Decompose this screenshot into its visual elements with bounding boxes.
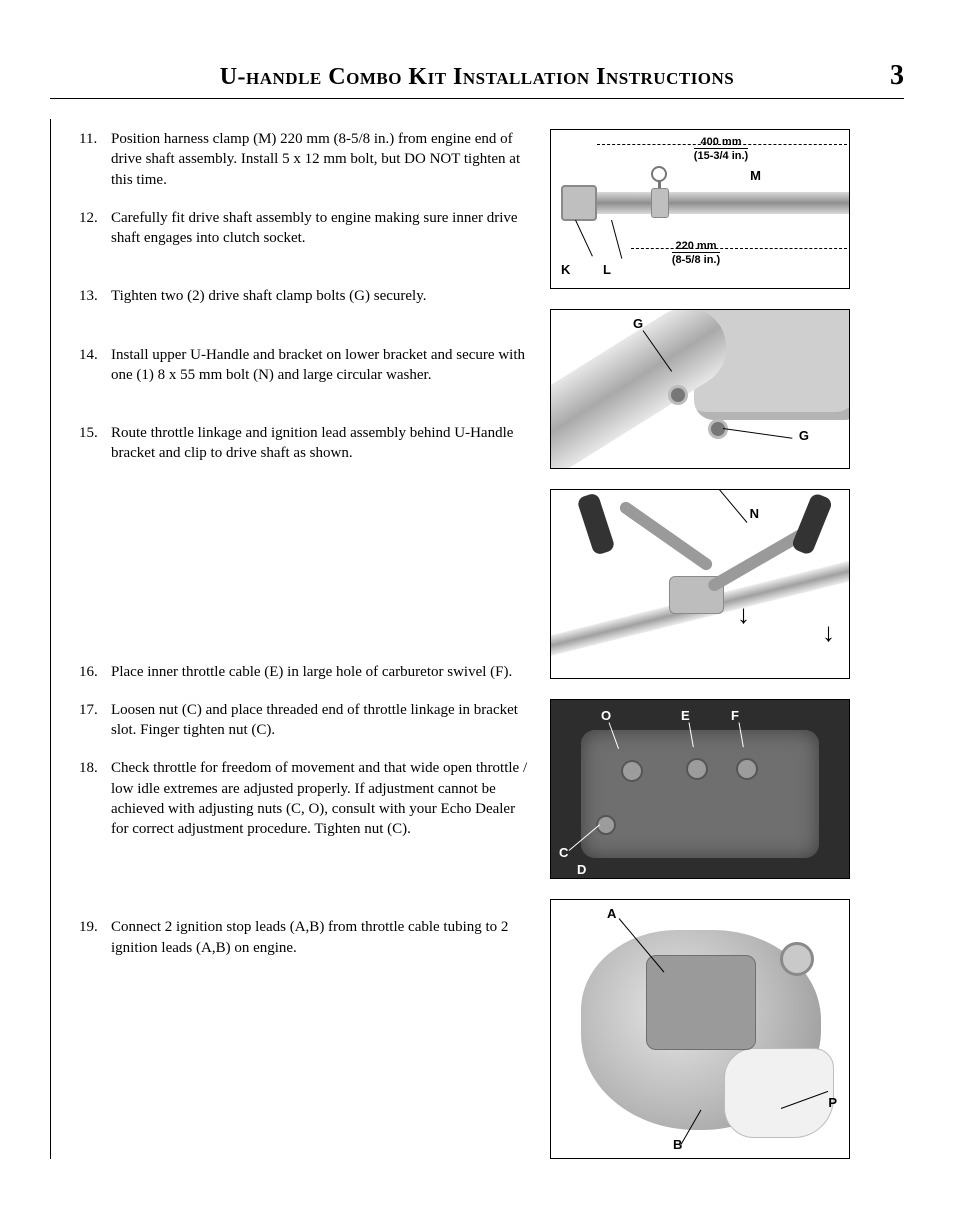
- leader-g2: [723, 428, 792, 439]
- figure-carburetor: O E F C D: [550, 699, 850, 879]
- step-text: Check throttle for freedom of movement a…: [111, 758, 530, 839]
- step-number: 14.: [79, 345, 111, 386]
- step-text: Connect 2 ignition stop leads (A,B) from…: [111, 917, 530, 958]
- label-m: M: [750, 168, 761, 183]
- dim-bot-mm: 220 mm: [676, 240, 717, 252]
- step-number: 12.: [79, 208, 111, 249]
- page-title: U-handle Combo Kit Installation Instruct…: [90, 64, 864, 91]
- figure-column: 400 mm (15-3/4 in.) 220 mm (8-5/8 in.) K…: [550, 119, 850, 1159]
- label-k: K: [561, 262, 570, 277]
- drive-shaft-icon: [561, 192, 849, 214]
- step-number: 19.: [79, 917, 111, 958]
- label-g-top: G: [633, 316, 643, 331]
- step-14: 14.Install upper U-Handle and bracket on…: [79, 345, 530, 386]
- carburetor-body-icon: [581, 730, 819, 858]
- step-12: 12.Carefully fit drive shaft assembly to…: [79, 208, 530, 249]
- figure-u-handle: ↓ ↓ N: [550, 489, 850, 679]
- grip-left-icon: [576, 492, 615, 556]
- dim-220mm: 220 mm (8-5/8 in.): [641, 240, 751, 266]
- grip-right-icon: [791, 492, 834, 556]
- arrow-down-icon: ↓: [737, 600, 750, 630]
- page-body: 11.Position harness clamp (M) 220 mm (8-…: [50, 119, 904, 1159]
- label-a: A: [607, 906, 616, 921]
- step-19: 19.Connect 2 ignition stop leads (A,B) f…: [79, 917, 530, 958]
- label-f: F: [731, 708, 739, 723]
- page-header: U-handle Combo Kit Installation Instruct…: [50, 60, 904, 99]
- step-number: 17.: [79, 700, 111, 741]
- step-text: Place inner throttle cable (E) in large …: [111, 662, 530, 682]
- step-16: 16.Place inner throttle cable (E) in lar…: [79, 662, 530, 682]
- step-number: 11.: [79, 129, 111, 190]
- label-d: D: [577, 862, 586, 877]
- label-p: P: [828, 1095, 837, 1110]
- label-c: C: [559, 845, 568, 860]
- shaft-end-icon: [561, 185, 597, 221]
- step-11: 11.Position harness clamp (M) 220 mm (8-…: [79, 129, 530, 190]
- leader-l: [611, 220, 622, 259]
- step-text: Route throttle linkage and ignition lead…: [111, 423, 530, 464]
- step-17: 17.Loosen nut (C) and place threaded end…: [79, 700, 530, 741]
- label-e: E: [681, 708, 690, 723]
- step-text: Carefully fit drive shaft assembly to en…: [111, 208, 530, 249]
- step-list: 11.Position harness clamp (M) 220 mm (8-…: [79, 129, 530, 958]
- u-bar-left-icon: [618, 500, 715, 573]
- page-number: 3: [864, 60, 904, 92]
- step-number: 13.: [79, 286, 111, 306]
- step-text: Install upper U-Handle and bracket on lo…: [111, 345, 530, 386]
- dim-top-mm: 400 mm: [701, 136, 742, 148]
- step-number: 16.: [79, 662, 111, 682]
- step-number: 18.: [79, 758, 111, 839]
- step-15: 15.Route throttle linkage and ignition l…: [79, 423, 530, 464]
- figure-clamp-bolts: G G: [550, 309, 850, 469]
- label-n: N: [750, 506, 759, 521]
- step-text: Position harness clamp (M) 220 mm (8-5/8…: [111, 129, 530, 190]
- label-g-bottom: G: [799, 428, 809, 443]
- leader-n: [714, 489, 747, 523]
- dim-top-in: (15-3/4 in.): [694, 148, 748, 162]
- nut-o-icon: [621, 760, 643, 782]
- label-l: L: [603, 262, 611, 277]
- label-b: B: [673, 1137, 682, 1152]
- clamp-m-icon: [651, 188, 669, 218]
- step-13: 13.Tighten two (2) drive shaft clamp bol…: [79, 286, 530, 306]
- figure-shaft-dimensions: 400 mm (15-3/4 in.) 220 mm (8-5/8 in.) K…: [550, 129, 850, 289]
- step-text: Tighten two (2) drive shaft clamp bolts …: [111, 286, 530, 306]
- fuel-tank-icon: [724, 1048, 834, 1138]
- step-text: Loosen nut (C) and place threaded end of…: [111, 700, 530, 741]
- dim-bot-in: (8-5/8 in.): [672, 252, 720, 266]
- swivel-f-icon: [736, 758, 758, 780]
- fuel-cap-icon: [780, 942, 814, 976]
- label-o: O: [601, 708, 611, 723]
- dim-400mm: 400 mm (15-3/4 in.): [661, 136, 781, 162]
- step-18: 18.Check throttle for freedom of movemen…: [79, 758, 530, 839]
- leader-k: [575, 220, 593, 257]
- figure-engine-leads: A B P: [550, 899, 850, 1159]
- bolt-g1-icon: [671, 388, 685, 402]
- step-number: 15.: [79, 423, 111, 464]
- arrow-down-right-icon: ↓: [822, 618, 835, 648]
- instruction-column: 11.Position harness clamp (M) 220 mm (8-…: [50, 119, 530, 1159]
- swivel-e-icon: [686, 758, 708, 780]
